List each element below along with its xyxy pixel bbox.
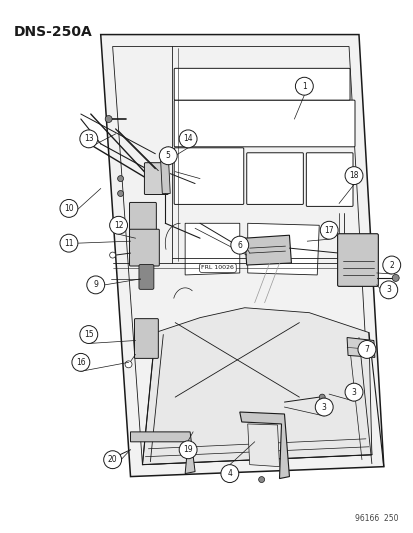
Text: 11: 11 bbox=[64, 239, 74, 248]
Circle shape bbox=[320, 221, 337, 239]
Text: 19: 19 bbox=[183, 445, 192, 454]
Text: 1: 1 bbox=[301, 82, 306, 91]
Text: 20: 20 bbox=[107, 455, 117, 464]
Circle shape bbox=[179, 441, 197, 459]
Circle shape bbox=[117, 175, 123, 182]
Circle shape bbox=[344, 383, 362, 401]
Text: 3: 3 bbox=[385, 285, 390, 294]
Circle shape bbox=[295, 77, 313, 95]
Polygon shape bbox=[247, 223, 318, 275]
Text: 15: 15 bbox=[84, 330, 93, 339]
FancyBboxPatch shape bbox=[174, 100, 354, 147]
Text: 12: 12 bbox=[114, 221, 123, 230]
Circle shape bbox=[80, 130, 97, 148]
Circle shape bbox=[109, 216, 127, 234]
Polygon shape bbox=[247, 424, 279, 467]
Circle shape bbox=[109, 252, 115, 258]
Circle shape bbox=[103, 451, 121, 469]
Circle shape bbox=[318, 394, 325, 400]
FancyBboxPatch shape bbox=[139, 264, 154, 289]
Circle shape bbox=[105, 116, 112, 123]
Text: 14: 14 bbox=[183, 134, 192, 143]
Text: 96166  250: 96166 250 bbox=[354, 514, 398, 523]
FancyBboxPatch shape bbox=[337, 234, 377, 286]
FancyBboxPatch shape bbox=[174, 68, 349, 100]
Circle shape bbox=[117, 190, 123, 197]
Text: 3: 3 bbox=[351, 387, 356, 397]
Text: 5: 5 bbox=[166, 151, 170, 160]
FancyBboxPatch shape bbox=[134, 319, 158, 358]
Polygon shape bbox=[185, 223, 239, 275]
FancyBboxPatch shape bbox=[129, 229, 159, 266]
Circle shape bbox=[357, 341, 375, 358]
Text: 13: 13 bbox=[84, 134, 93, 143]
Polygon shape bbox=[346, 337, 374, 358]
Circle shape bbox=[230, 236, 248, 254]
Circle shape bbox=[221, 465, 238, 482]
Circle shape bbox=[60, 234, 78, 252]
Circle shape bbox=[60, 199, 78, 217]
Text: 16: 16 bbox=[76, 358, 85, 367]
Circle shape bbox=[344, 167, 362, 184]
Text: 18: 18 bbox=[349, 171, 358, 180]
FancyBboxPatch shape bbox=[129, 203, 156, 239]
Polygon shape bbox=[130, 432, 195, 474]
Polygon shape bbox=[239, 412, 289, 479]
Text: 2: 2 bbox=[389, 261, 393, 270]
Circle shape bbox=[125, 361, 132, 368]
Text: 4: 4 bbox=[227, 469, 232, 478]
Circle shape bbox=[159, 147, 177, 165]
Text: 6: 6 bbox=[237, 240, 242, 249]
Circle shape bbox=[382, 256, 400, 274]
Text: 17: 17 bbox=[323, 226, 333, 235]
Polygon shape bbox=[160, 154, 170, 193]
Text: DNS-250A: DNS-250A bbox=[13, 25, 92, 38]
FancyBboxPatch shape bbox=[246, 153, 303, 205]
Polygon shape bbox=[100, 35, 383, 477]
Text: 10: 10 bbox=[64, 204, 74, 213]
Text: 3: 3 bbox=[321, 402, 326, 411]
Circle shape bbox=[179, 130, 197, 148]
FancyBboxPatch shape bbox=[144, 163, 168, 195]
Circle shape bbox=[315, 398, 332, 416]
Circle shape bbox=[72, 353, 90, 372]
FancyBboxPatch shape bbox=[174, 148, 243, 205]
Text: 9: 9 bbox=[93, 280, 98, 289]
Polygon shape bbox=[142, 308, 371, 465]
Polygon shape bbox=[244, 235, 291, 265]
Circle shape bbox=[80, 326, 97, 343]
Circle shape bbox=[109, 455, 115, 461]
FancyBboxPatch shape bbox=[306, 153, 352, 206]
Text: 7: 7 bbox=[363, 345, 368, 354]
Circle shape bbox=[258, 477, 264, 482]
Circle shape bbox=[87, 276, 104, 294]
Circle shape bbox=[391, 274, 398, 281]
Circle shape bbox=[379, 281, 397, 299]
Text: FRL 10026: FRL 10026 bbox=[201, 265, 234, 270]
